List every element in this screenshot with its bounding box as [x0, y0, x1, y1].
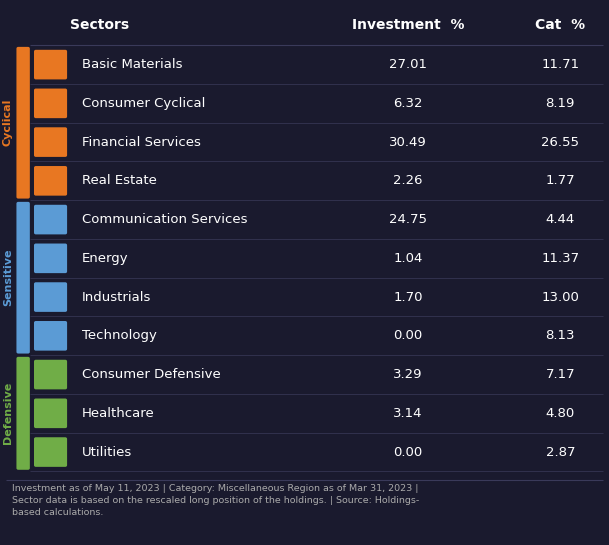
Text: Technology: Technology [82, 329, 157, 342]
Text: 24.75: 24.75 [389, 213, 427, 226]
Text: 27.01: 27.01 [389, 58, 427, 71]
Text: Healthcare: Healthcare [82, 407, 155, 420]
Text: 13.00: 13.00 [541, 290, 579, 304]
Text: 1.70: 1.70 [393, 290, 423, 304]
Text: 0.00: 0.00 [393, 329, 423, 342]
Text: Cyclical: Cyclical [3, 99, 13, 147]
Text: 3.14: 3.14 [393, 407, 423, 420]
FancyBboxPatch shape [34, 360, 67, 389]
Text: 11.37: 11.37 [541, 252, 579, 265]
Text: Industrials: Industrials [82, 290, 152, 304]
FancyBboxPatch shape [34, 128, 67, 157]
Text: Financial Services: Financial Services [82, 136, 201, 149]
Text: Consumer Defensive: Consumer Defensive [82, 368, 221, 381]
Text: Energy: Energy [82, 252, 129, 265]
Text: 1.04: 1.04 [393, 252, 423, 265]
Text: Real Estate: Real Estate [82, 174, 157, 187]
Text: 6.32: 6.32 [393, 97, 423, 110]
FancyBboxPatch shape [16, 47, 30, 198]
FancyBboxPatch shape [16, 357, 30, 470]
FancyBboxPatch shape [34, 437, 67, 467]
Text: Investment as of May 11, 2023 | Category: Miscellaneous Region as of Mar 31, 202: Investment as of May 11, 2023 | Category… [12, 484, 420, 517]
FancyBboxPatch shape [34, 88, 67, 118]
Text: 8.13: 8.13 [546, 329, 575, 342]
Text: 11.71: 11.71 [541, 58, 579, 71]
Text: Basic Materials: Basic Materials [82, 58, 183, 71]
FancyBboxPatch shape [34, 50, 67, 80]
FancyBboxPatch shape [34, 321, 67, 350]
Text: 7.17: 7.17 [546, 368, 575, 381]
FancyBboxPatch shape [34, 205, 67, 234]
Text: 2.26: 2.26 [393, 174, 423, 187]
Text: 1.77: 1.77 [546, 174, 575, 187]
Text: Cat  %: Cat % [535, 18, 585, 32]
FancyBboxPatch shape [34, 166, 67, 196]
Text: 3.29: 3.29 [393, 368, 423, 381]
Text: Investment  %: Investment % [352, 18, 464, 32]
FancyBboxPatch shape [16, 202, 30, 354]
Text: 26.55: 26.55 [541, 136, 579, 149]
FancyBboxPatch shape [34, 282, 67, 312]
Text: 8.19: 8.19 [546, 97, 575, 110]
FancyBboxPatch shape [34, 244, 67, 273]
FancyBboxPatch shape [34, 398, 67, 428]
Text: 4.80: 4.80 [546, 407, 575, 420]
Text: 0.00: 0.00 [393, 446, 423, 458]
Text: Communication Services: Communication Services [82, 213, 248, 226]
Text: 30.49: 30.49 [389, 136, 427, 149]
Text: Utilities: Utilities [82, 446, 133, 458]
Text: 2.87: 2.87 [546, 446, 575, 458]
Text: Sectors: Sectors [70, 18, 129, 32]
Text: Consumer Cyclical: Consumer Cyclical [82, 97, 206, 110]
Text: Defensive: Defensive [3, 382, 13, 444]
Text: Sensitive: Sensitive [3, 249, 13, 306]
Text: 4.44: 4.44 [546, 213, 575, 226]
